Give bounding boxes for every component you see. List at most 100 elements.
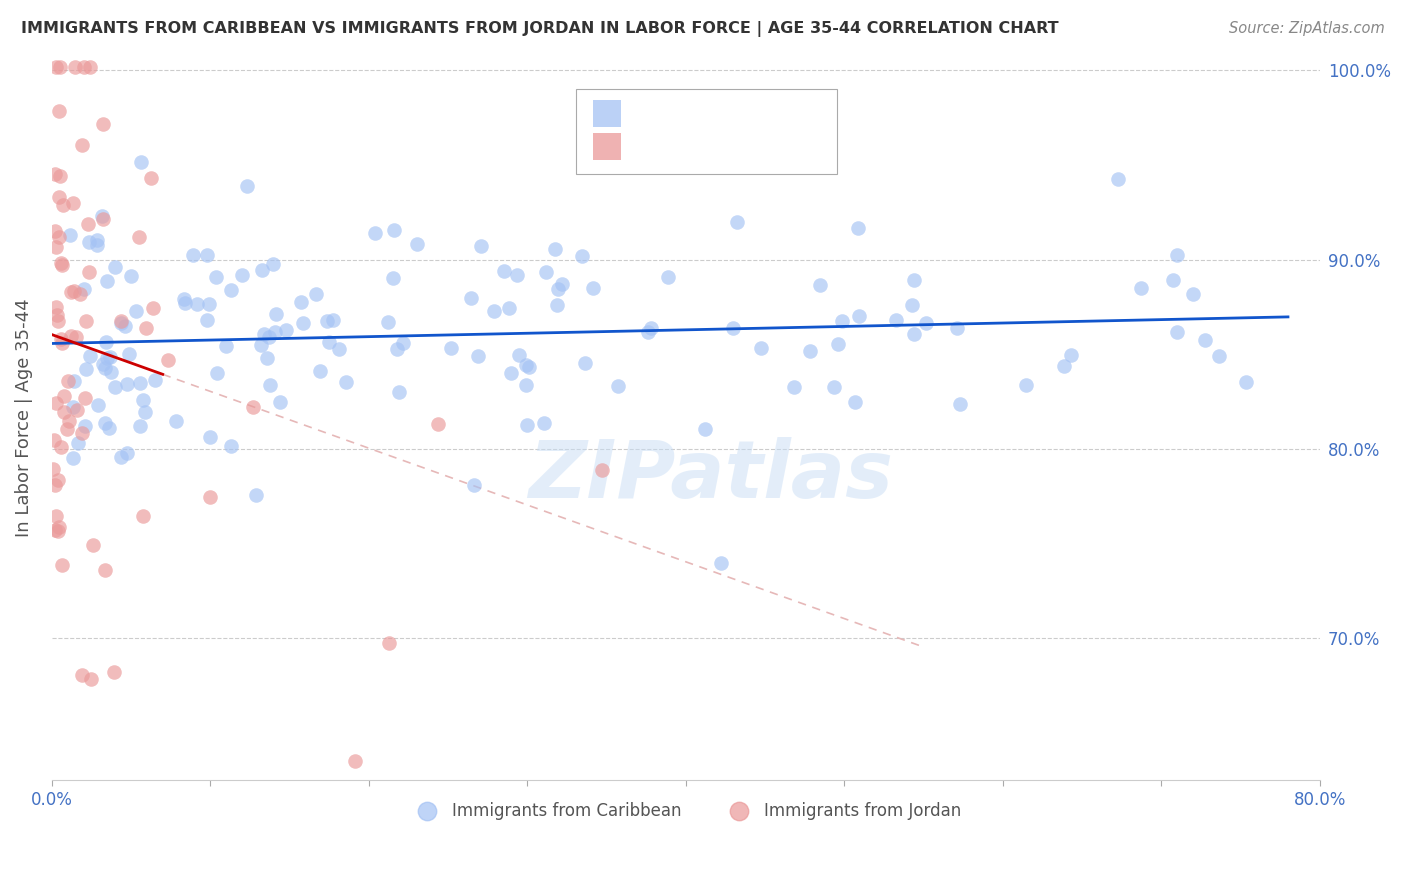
Point [139, 171, 162, 186]
Point [118, 347, 141, 361]
Point [104, 260, 127, 275]
Point [142, 301, 165, 315]
Point [322, 313, 344, 327]
Point [262, 257, 284, 271]
Point [517, 359, 540, 374]
Point [305, 286, 328, 301]
Point [256, 351, 278, 365]
Point [110, 314, 132, 328]
Point [110, 450, 132, 464]
Point [1194, 333, 1216, 347]
Point [51, 332, 73, 346]
Point [132, 392, 155, 407]
Point [695, 422, 717, 436]
Point [63, 60, 86, 74]
Point [69, 286, 91, 301]
Point [44, 523, 66, 537]
Point [901, 298, 924, 312]
Point [115, 445, 138, 459]
Point [67, 436, 90, 450]
Point [86, 234, 108, 248]
Point [494, 264, 516, 278]
Point [1181, 286, 1204, 301]
Point [45, 396, 67, 410]
Point [96, 335, 118, 350]
Point [46, 524, 69, 539]
Text: 0.105: 0.105 [665, 110, 717, 128]
Point [551, 277, 574, 292]
Point [640, 320, 662, 334]
Point [1166, 325, 1188, 339]
Point [242, 401, 264, 415]
Point [536, 265, 558, 279]
Point [543, 242, 565, 256]
Point [62, 374, 84, 388]
Point [65, 330, 87, 344]
Point [290, 294, 312, 309]
Point [79, 349, 101, 363]
Point [96, 351, 118, 366]
Point [56, 422, 79, 436]
Point [328, 343, 350, 357]
Point [46, 308, 69, 322]
Point [48, 520, 70, 534]
Point [903, 273, 925, 287]
Point [93, 360, 115, 375]
Point [62, 196, 84, 211]
Point [308, 364, 330, 378]
Point [219, 439, 242, 453]
Point [110, 316, 132, 330]
Point [657, 270, 679, 285]
Point [198, 297, 221, 311]
Point [44, 224, 66, 238]
Point [946, 321, 969, 335]
Point [45, 60, 67, 74]
Point [274, 323, 297, 337]
Point [259, 377, 281, 392]
Point [103, 665, 125, 680]
Y-axis label: In Labor Force | Age 35-44: In Labor Force | Age 35-44 [15, 299, 32, 537]
Point [264, 307, 287, 321]
Point [257, 330, 280, 344]
Text: 145: 145 [749, 110, 785, 128]
Text: 69: 69 [749, 143, 772, 161]
Point [128, 376, 150, 390]
Point [94, 564, 117, 578]
Point [292, 316, 315, 330]
Point [75, 391, 97, 405]
Point [186, 297, 208, 311]
Point [235, 179, 257, 194]
Point [581, 280, 603, 294]
Point [844, 395, 866, 409]
Point [848, 309, 870, 323]
Point [606, 379, 628, 393]
Point [98, 350, 121, 364]
Point [73, 419, 96, 434]
Point [204, 270, 226, 285]
Point [710, 556, 733, 570]
Point [82, 538, 104, 552]
Point [1060, 348, 1083, 362]
Point [115, 377, 138, 392]
Point [391, 336, 413, 351]
Point [62, 450, 84, 465]
Point [58, 228, 80, 243]
Point [426, 417, 449, 431]
Point [51, 558, 73, 572]
Point [48, 104, 70, 119]
Point [42, 433, 65, 447]
Point [335, 375, 357, 389]
Text: R =: R = [628, 110, 665, 128]
Point [508, 348, 530, 362]
Point [77, 265, 100, 279]
Point [60, 285, 83, 299]
Point [250, 263, 273, 277]
Point [515, 358, 537, 372]
Point [546, 298, 568, 312]
Point [460, 291, 482, 305]
Point [98, 421, 121, 435]
Point [58, 414, 80, 428]
Point [173, 292, 195, 306]
Point [86, 238, 108, 252]
Point [87, 398, 110, 412]
